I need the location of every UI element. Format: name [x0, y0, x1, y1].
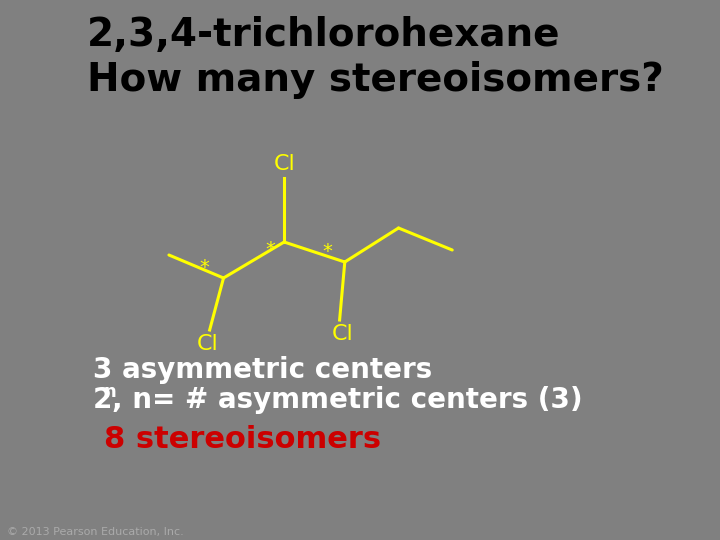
Text: 3 asymmetric centers: 3 asymmetric centers — [93, 356, 432, 384]
Text: Cl: Cl — [197, 334, 219, 354]
Text: *: * — [323, 242, 333, 261]
Text: *: * — [199, 259, 210, 278]
Text: © 2013 Pearson Education, Inc.: © 2013 Pearson Education, Inc. — [7, 527, 184, 537]
Text: *: * — [266, 240, 275, 260]
Text: 2: 2 — [93, 386, 112, 414]
Text: How many stereoisomers?: How many stereoisomers? — [86, 61, 663, 99]
Text: n: n — [104, 383, 117, 401]
Text: 2,3,4-trichlorohexane: 2,3,4-trichlorohexane — [86, 16, 560, 54]
Text: , n= # asymmetric centers (3): , n= # asymmetric centers (3) — [112, 386, 582, 414]
Text: Cl: Cl — [332, 324, 354, 344]
Text: Cl: Cl — [274, 154, 295, 174]
Text: 8 stereoisomers: 8 stereoisomers — [104, 426, 381, 455]
